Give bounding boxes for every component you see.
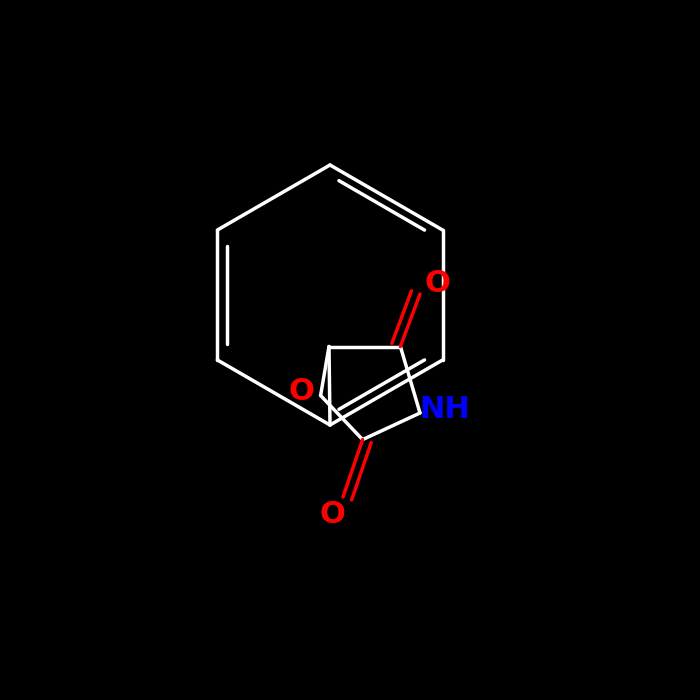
Text: O: O	[288, 377, 314, 407]
Text: O: O	[320, 500, 345, 529]
Text: NH: NH	[419, 395, 470, 424]
Text: O: O	[425, 269, 450, 298]
